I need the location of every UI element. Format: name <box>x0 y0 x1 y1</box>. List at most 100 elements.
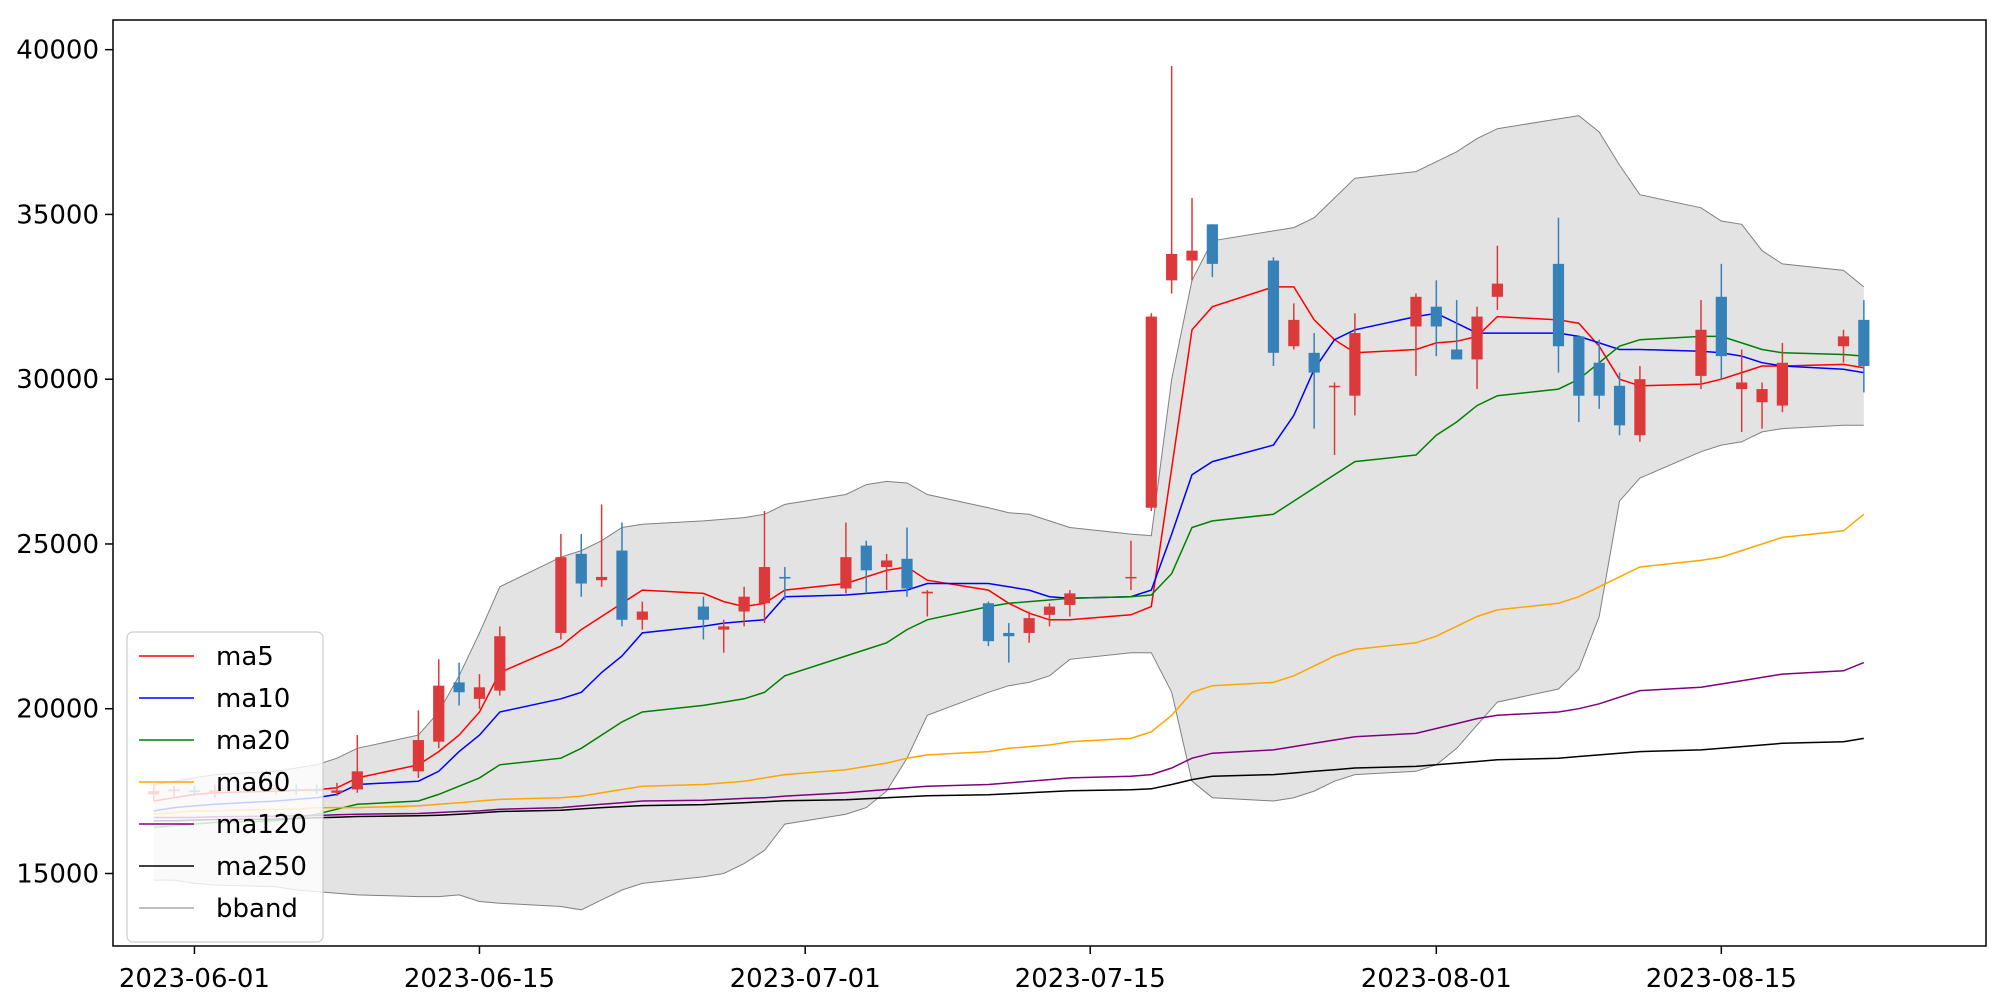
candle <box>1410 293 1422 376</box>
candle-body <box>901 558 913 589</box>
candle <box>433 659 445 749</box>
candle-body <box>738 596 750 612</box>
candle-body <box>860 545 872 571</box>
candle <box>555 534 567 640</box>
y-tick-label: 30000 <box>16 365 99 395</box>
candle-body <box>636 611 648 620</box>
candle <box>1491 245 1503 310</box>
candle-body <box>1776 362 1789 406</box>
candle-body <box>1858 319 1870 367</box>
bband-lower-line <box>153 424 1864 911</box>
candle <box>473 674 486 709</box>
candle <box>779 567 791 600</box>
x-tick-label: 2023-06-15 <box>404 964 555 994</box>
candle-body <box>616 550 628 620</box>
candle <box>575 534 587 597</box>
legend-label-bband: bband <box>216 894 298 924</box>
plot-frame <box>112 19 1987 947</box>
candle <box>860 540 872 594</box>
candle <box>1003 623 1015 663</box>
series-line-ma120 <box>153 661 1865 819</box>
candle <box>1858 300 1870 393</box>
candle-body <box>1064 593 1076 605</box>
candle-body <box>1736 382 1748 390</box>
candle-body <box>1634 379 1646 436</box>
legend-label-ma10: ma10 <box>216 684 290 714</box>
candle-body <box>1288 319 1300 347</box>
x-tick-label: 2023-06-01 <box>119 964 270 994</box>
candle <box>1776 342 1789 413</box>
candle-body <box>1715 296 1727 357</box>
candle-body <box>453 682 465 693</box>
candle <box>1756 382 1768 429</box>
candle <box>1593 339 1605 409</box>
candle-body <box>1552 263 1565 347</box>
candle-body <box>718 626 730 630</box>
candle-body <box>1613 385 1626 426</box>
candle-body <box>1003 632 1015 637</box>
series-line-ma60 <box>153 513 1865 815</box>
candle-body <box>1695 329 1707 376</box>
plot-area <box>148 66 1870 911</box>
candle <box>1349 313 1361 416</box>
candle-body <box>1328 385 1341 388</box>
candle <box>1451 300 1463 360</box>
candle-body <box>840 557 852 589</box>
candle-body <box>351 771 363 790</box>
candle-body <box>1166 253 1178 281</box>
candle <box>412 710 424 778</box>
candle-body <box>555 557 567 633</box>
candle-body <box>1308 352 1320 373</box>
candle <box>1166 66 1178 294</box>
candle <box>494 626 506 696</box>
candle-body <box>697 606 710 620</box>
y-tick-label: 35000 <box>16 200 99 230</box>
y-tick-label: 40000 <box>16 36 99 66</box>
candle <box>1573 336 1585 423</box>
candle <box>1206 224 1218 278</box>
candle <box>1837 329 1850 363</box>
candle <box>921 590 933 617</box>
legend-label-ma60: ma60 <box>216 768 290 798</box>
x-tick-label: 2023-07-15 <box>1015 964 1166 994</box>
legend-label-ma120: ma120 <box>216 810 307 840</box>
candle <box>331 782 343 797</box>
candle-body <box>881 560 893 568</box>
candle-body <box>1267 260 1280 353</box>
candle <box>881 553 893 591</box>
candle <box>1064 590 1076 617</box>
candle <box>1043 603 1056 627</box>
candle-body <box>433 685 445 742</box>
candle-body <box>1206 224 1218 264</box>
y-tick-label: 20000 <box>16 695 99 725</box>
candle <box>1736 349 1748 432</box>
candle <box>1430 280 1442 357</box>
candle <box>982 601 995 647</box>
x-tick-label: 2023-08-01 <box>1361 964 1512 994</box>
candle-body <box>758 567 771 604</box>
candle-body <box>331 790 343 793</box>
candle <box>1145 313 1157 512</box>
candle-body <box>494 636 506 691</box>
legend-label-ma250: ma250 <box>216 852 307 882</box>
candle <box>1552 217 1565 373</box>
x-tick-label: 2023-07-01 <box>730 964 881 994</box>
candle-body <box>575 553 587 584</box>
candle-body <box>1491 283 1503 297</box>
legend: ma5 ma10 ma20 ma60 ma120 ma250 bband <box>126 631 324 943</box>
candle <box>840 522 852 594</box>
candle-body <box>596 576 608 581</box>
candle <box>1308 333 1320 429</box>
candle-body <box>1573 336 1585 396</box>
candle <box>1288 303 1300 350</box>
candle-body <box>412 740 424 772</box>
candle <box>901 527 913 597</box>
candle-body <box>921 591 933 594</box>
legend-box <box>126 631 324 943</box>
candle <box>1613 372 1626 436</box>
candle-body <box>1471 316 1483 360</box>
candle-body <box>1145 316 1157 508</box>
candle-body <box>1430 306 1442 327</box>
candle-body <box>1593 362 1605 396</box>
